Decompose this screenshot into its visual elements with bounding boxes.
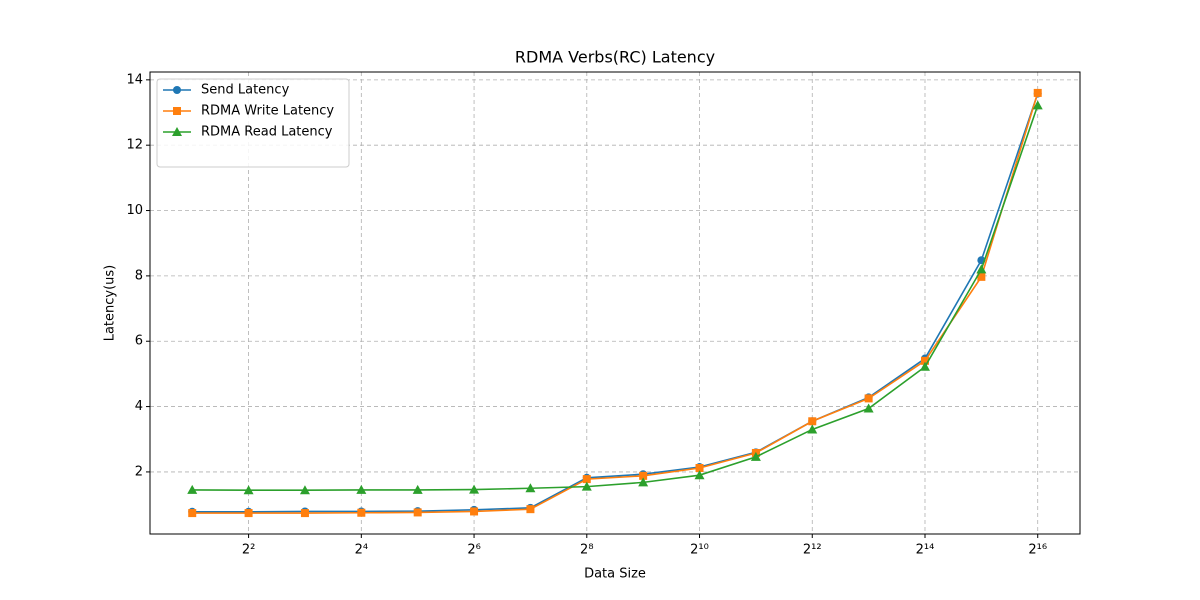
y-tick-label: 14	[126, 72, 143, 87]
marker	[976, 264, 987, 274]
marker	[977, 272, 986, 281]
chart-title: RDMA Verbs(RC) Latency	[515, 48, 715, 67]
x-axis-label: Data Size	[584, 567, 646, 582]
x-tick-label: 2²	[242, 543, 255, 558]
y-tick-label: 2	[135, 464, 143, 479]
y-tick-label: 4	[135, 399, 143, 414]
legend-box	[156, 78, 350, 168]
marker	[863, 403, 874, 413]
y-axis-label: Latency(us)	[103, 265, 118, 342]
marker	[807, 424, 818, 434]
marker	[582, 475, 591, 484]
x-tick-label: 2⁸	[580, 543, 593, 558]
marker	[638, 477, 649, 487]
series-line	[192, 105, 1039, 492]
marker	[357, 508, 366, 517]
marker	[187, 484, 198, 494]
marker	[412, 484, 423, 494]
marker	[299, 485, 310, 495]
marker	[173, 86, 181, 94]
marker	[243, 485, 254, 495]
y-tick-label: 8	[135, 268, 143, 283]
x-tick-label: 2¹²	[803, 543, 822, 558]
marker	[920, 356, 929, 365]
y-tick-label: 12	[126, 138, 143, 153]
legend-label: Send Latency	[201, 83, 290, 98]
marker	[808, 417, 817, 426]
marker	[469, 484, 480, 494]
x-tick-label: 2¹⁶	[1028, 543, 1047, 558]
marker	[695, 464, 704, 472]
marker	[639, 471, 648, 480]
series-line	[192, 92, 1039, 514]
x-tick-label: 2⁴	[355, 543, 368, 558]
marker	[300, 509, 309, 518]
y-tick-label: 10	[126, 203, 143, 218]
marker	[1032, 100, 1043, 110]
marker	[172, 127, 182, 136]
x-tick-label: 2⁶	[467, 543, 480, 558]
legend-label: RDMA Write Latency	[201, 104, 334, 119]
plot-frame	[149, 71, 1081, 535]
marker	[1033, 88, 1042, 97]
legend-label: RDMA Read Latency	[201, 125, 333, 140]
marker	[864, 394, 873, 403]
marker	[919, 361, 930, 371]
x-tick-label: 2¹⁴	[916, 543, 935, 558]
marker	[526, 505, 535, 514]
marker	[356, 484, 367, 494]
marker	[525, 483, 536, 493]
marker	[173, 107, 181, 115]
marker	[750, 451, 761, 461]
x-tick-label: 2¹⁰	[690, 543, 709, 558]
marker	[694, 470, 705, 480]
marker	[188, 509, 197, 518]
marker	[470, 507, 479, 516]
marker	[244, 509, 253, 518]
y-tick-label: 6	[135, 334, 143, 349]
marker	[581, 481, 592, 491]
series-line	[192, 93, 1039, 513]
marker	[413, 508, 422, 517]
